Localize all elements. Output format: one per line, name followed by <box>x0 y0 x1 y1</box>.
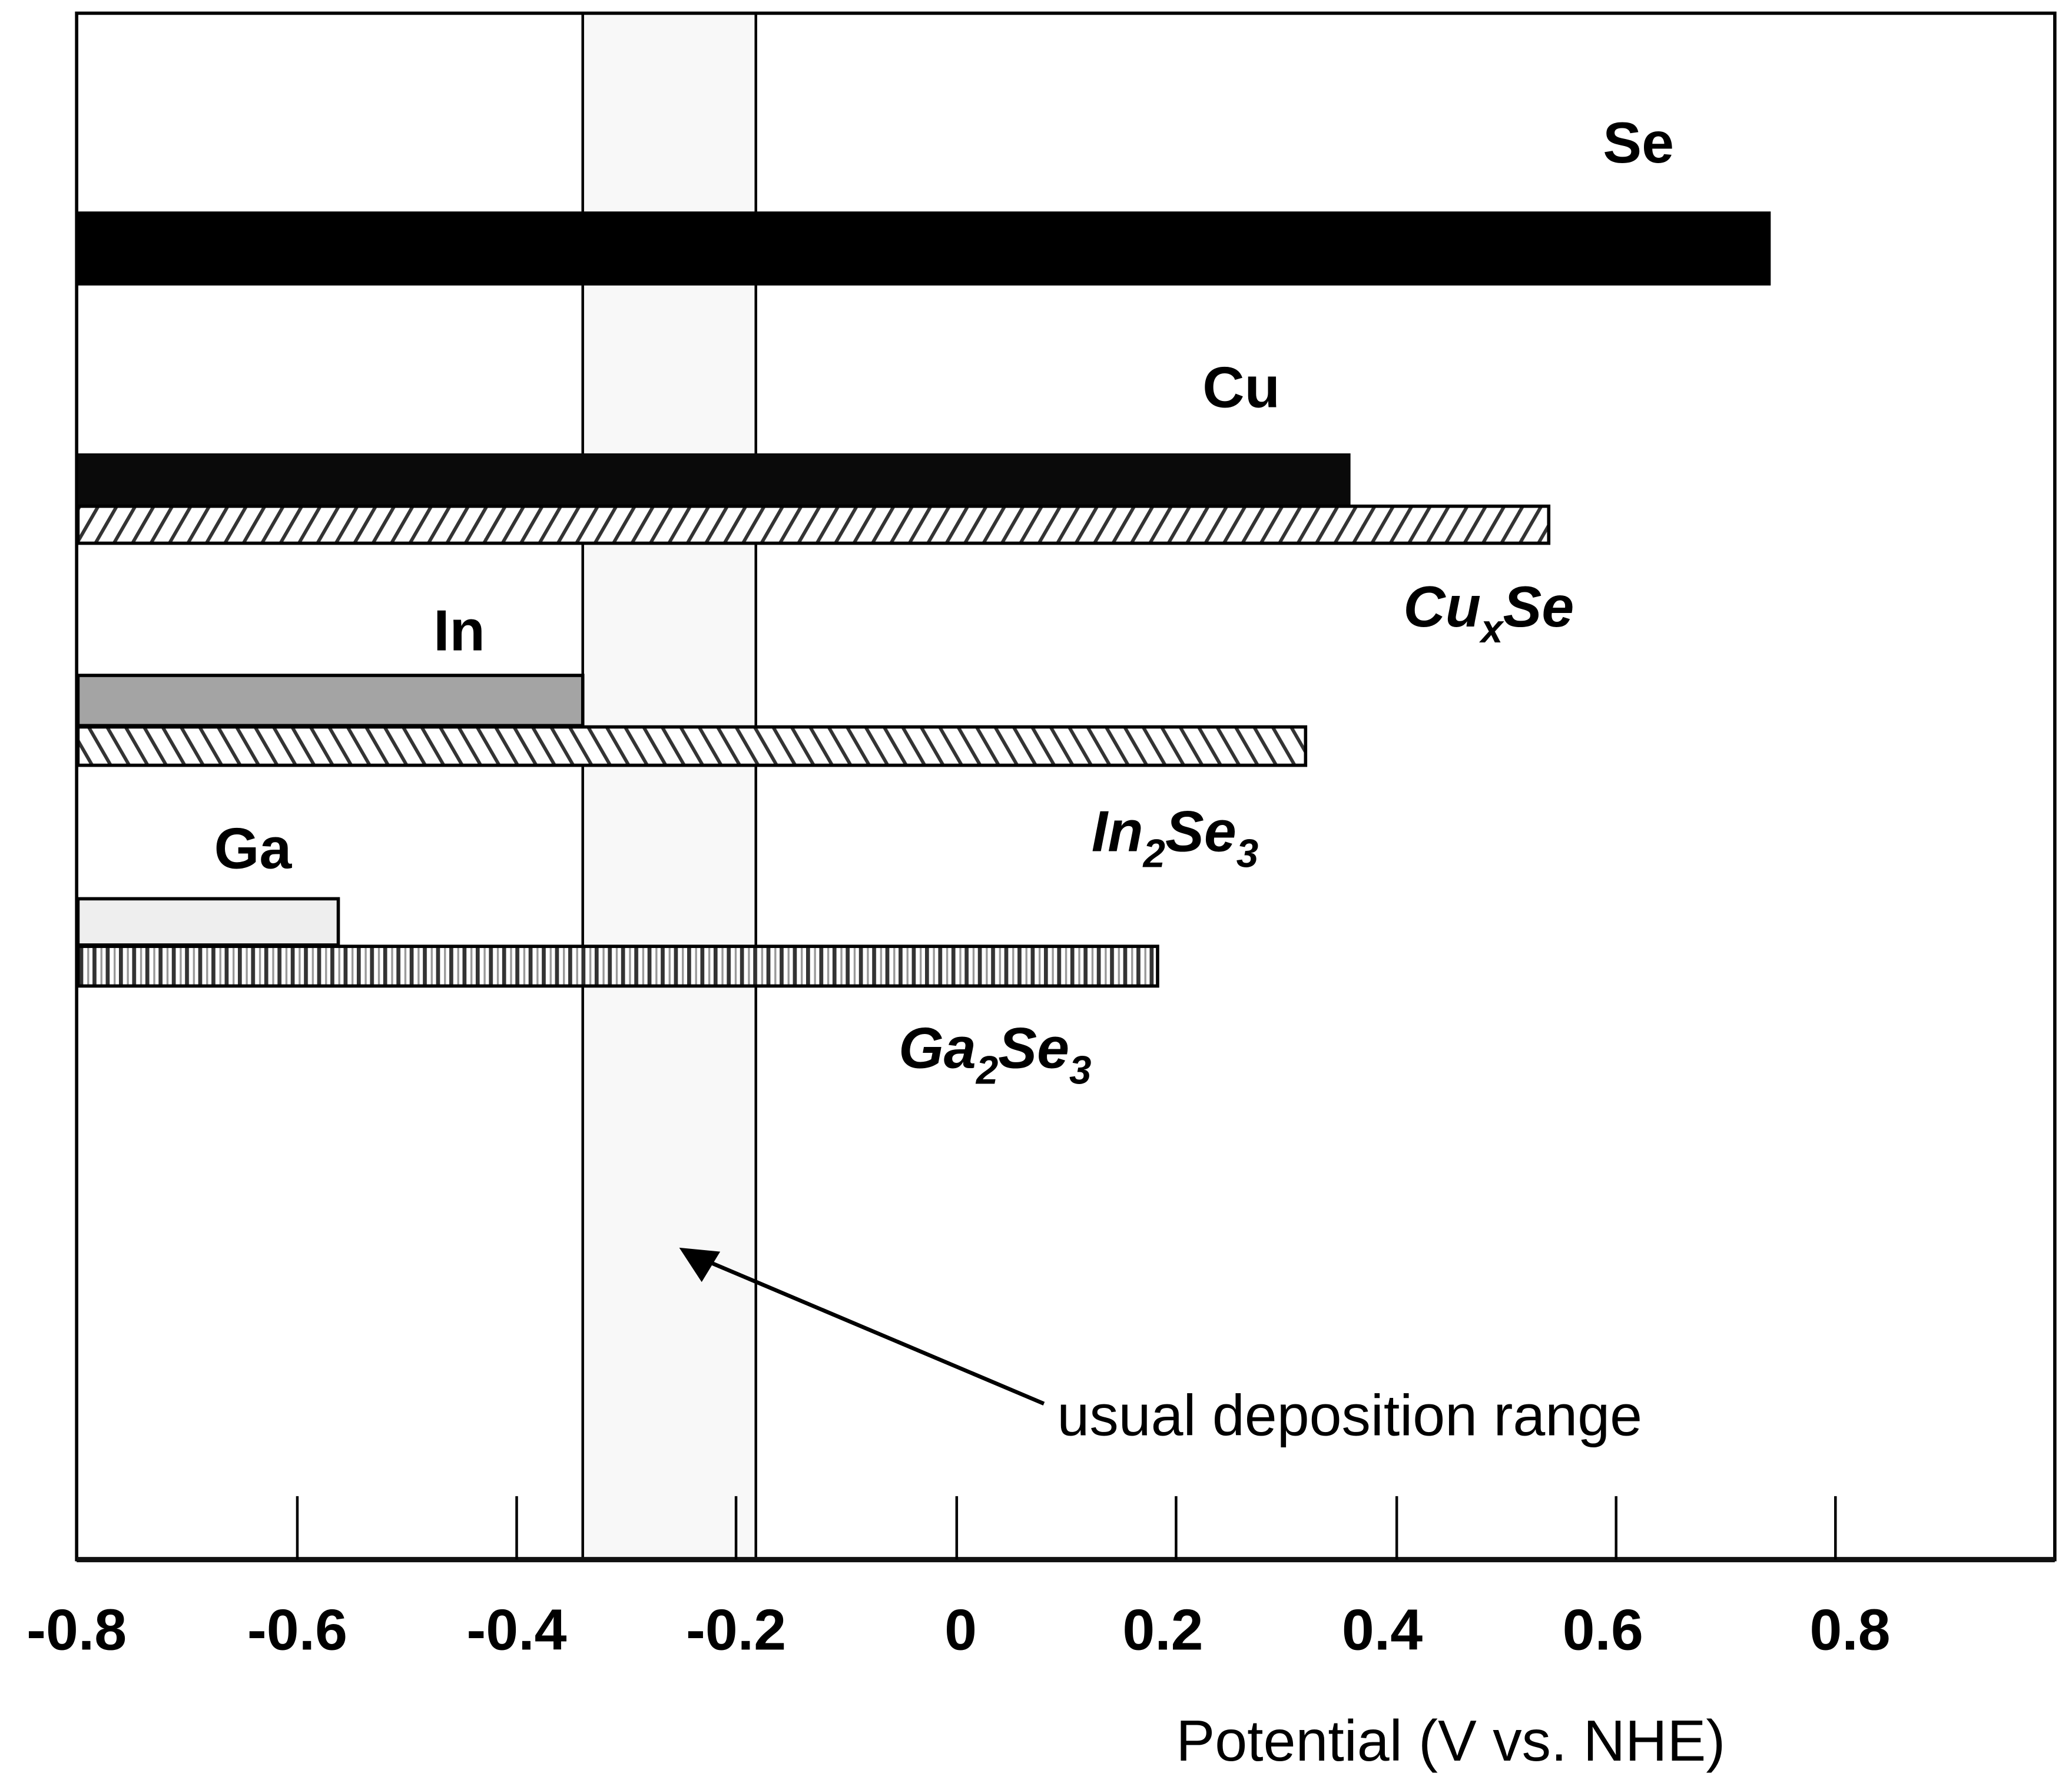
x-tick-labels: -0.8 -0.6 -0.4 -0.2 0 0.2 0.4 0.6 0.8 <box>26 1597 1891 1662</box>
bar-cuxse <box>76 504 1551 545</box>
tick-label: 0.6 <box>1563 1597 1643 1662</box>
bar-ga <box>76 897 340 947</box>
label-ga2se3: Ga2Se3 <box>899 1016 1091 1093</box>
bar-ga2se3 <box>76 944 1159 988</box>
bar-cu <box>78 453 1351 505</box>
label-se: Se <box>1603 110 1674 175</box>
x-axis-title: Potential (V vs. NHE) <box>1176 1708 1725 1773</box>
label-cu: Cu <box>1202 354 1280 419</box>
bar-se <box>78 211 1771 286</box>
bar-in2se3 <box>76 725 1308 767</box>
annotation-arrow-icon <box>699 1256 1045 1406</box>
tick-label: -0.6 <box>247 1597 347 1662</box>
tick-label: 0.4 <box>1342 1597 1423 1662</box>
label-in2se3: In2Se3 <box>1092 799 1258 876</box>
tick-label: -0.8 <box>26 1597 127 1662</box>
annotation-text: usual deposition range <box>1057 1383 1642 1448</box>
x-axis-ticks <box>296 1496 1837 1560</box>
tick-label: 0.8 <box>1809 1597 1890 1662</box>
label-ga: Ga <box>214 816 293 881</box>
arrowhead-icon <box>679 1247 721 1282</box>
tick-label: -0.4 <box>466 1597 566 1662</box>
bar-in <box>76 674 585 728</box>
label-in: In <box>433 598 485 662</box>
tick-label: -0.2 <box>686 1597 786 1662</box>
tick-label: 0.2 <box>1122 1597 1203 1662</box>
tick-label: 0 <box>944 1597 977 1662</box>
label-cuxse: CuxSe <box>1403 574 1574 651</box>
